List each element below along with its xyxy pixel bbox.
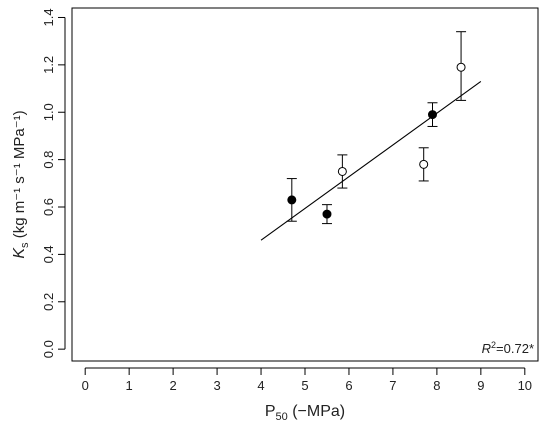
x-tick-label: 1 (126, 378, 133, 393)
r-squared-sup: 2 (491, 340, 496, 350)
y-tick-label: 1.2 (41, 56, 56, 74)
x-tick-label: 6 (345, 378, 352, 393)
y-axis-label-k: K (11, 247, 28, 259)
x-axis-label-rest: (−MPa) (288, 403, 345, 420)
y-axis: 0.0 0.2 0.4 0.6 0.8 1.0 1.2 1.4 (41, 8, 66, 358)
y-tick-label: 1.0 (41, 103, 56, 121)
r-squared-value: =0.72* (496, 341, 534, 356)
filled-data-point (427, 110, 437, 120)
x-tick-label: 8 (433, 378, 440, 393)
y-tick-label: 0.4 (41, 245, 56, 263)
r-squared-annotation: R2=0.72* (482, 340, 534, 356)
x-axis-label-main: P (265, 403, 276, 420)
filled-data-point (287, 195, 297, 205)
open-data-point (419, 159, 429, 169)
x-axis-label-sub: 50 (276, 411, 288, 423)
x-tick-label: 9 (477, 378, 484, 393)
y-tick-label: 1.4 (41, 8, 56, 26)
y-tick-label: 0.6 (41, 198, 56, 216)
data-points (286, 31, 467, 225)
regression-line (260, 80, 482, 241)
filled-data-point (322, 209, 332, 219)
x-tick-label: 3 (213, 378, 220, 393)
x-tick-label: 4 (257, 378, 264, 393)
x-tick-label: 10 (518, 378, 532, 393)
open-data-point (456, 62, 466, 72)
y-axis-label-sub: s (19, 242, 31, 248)
plot-frame (71, 7, 539, 362)
x-axis: 0 1 2 3 4 5 6 7 8 9 10 (82, 367, 532, 393)
x-tick-label: 7 (389, 378, 396, 393)
y-tick-label: 0.8 (41, 151, 56, 169)
y-tick-label: 0.0 (41, 340, 56, 358)
x-axis-label: P50 (−MPa) (265, 403, 345, 423)
y-tick-label: 0.2 (41, 293, 56, 311)
y-axis-label-units: (kg m⁻¹ s⁻¹ MPa⁻¹) (11, 110, 28, 242)
x-tick-label: 0 (82, 378, 89, 393)
y-axis-label: Ks (kg m⁻¹ s⁻¹ MPa⁻¹) (11, 110, 31, 258)
fit-line-group (260, 80, 482, 241)
x-tick-label: 5 (301, 378, 308, 393)
open-data-point (337, 166, 347, 176)
r-squared-r: R (482, 341, 491, 356)
x-tick-label: 2 (169, 378, 176, 393)
